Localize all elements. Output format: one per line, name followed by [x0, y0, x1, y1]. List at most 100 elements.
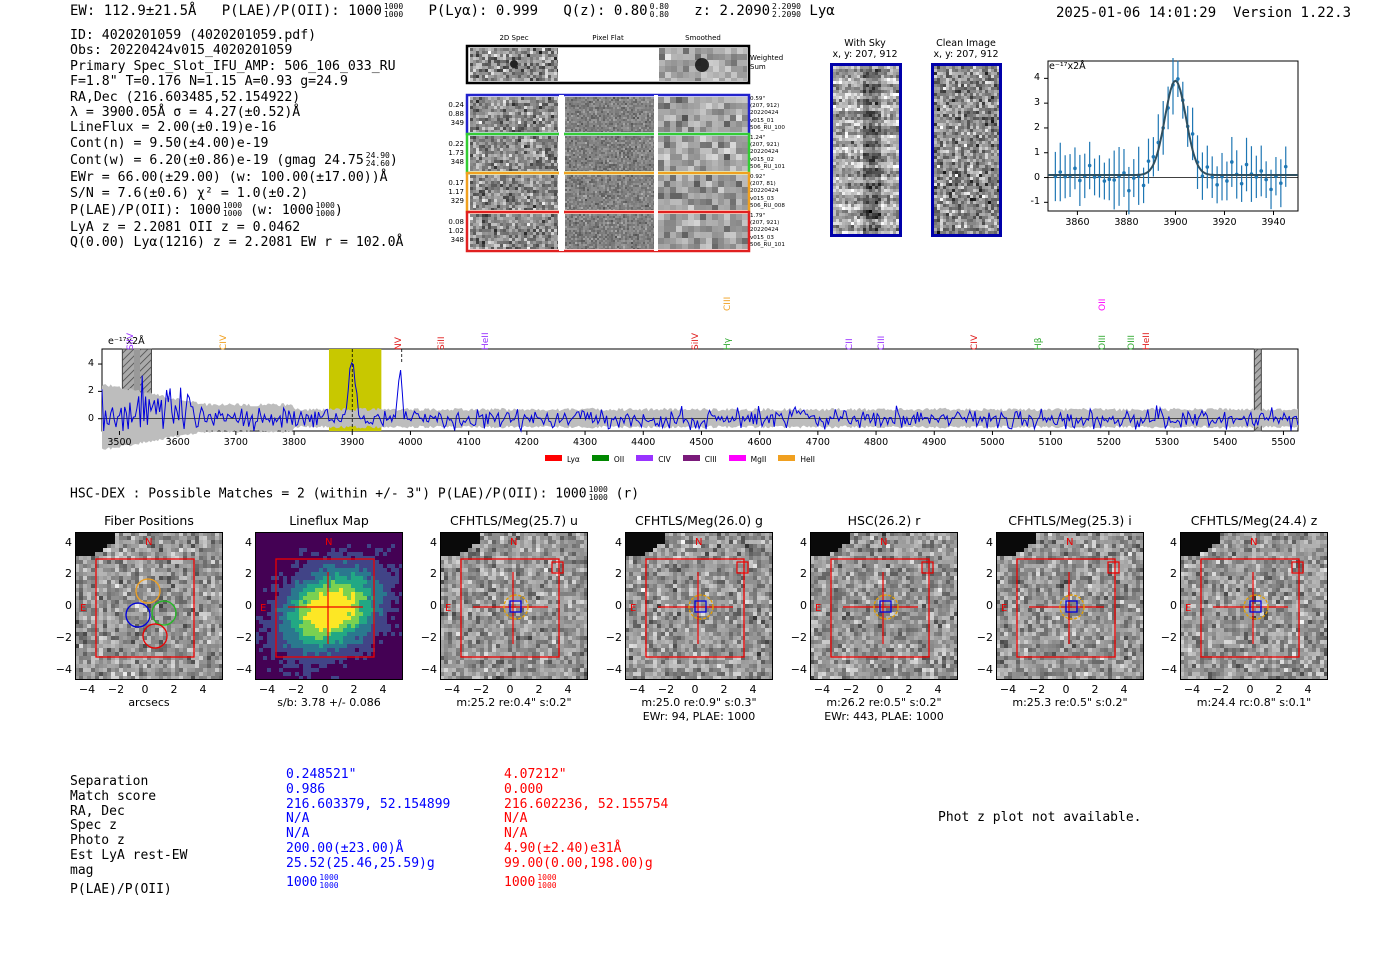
fit-ytick: 3: [1033, 97, 1040, 109]
spec2d-row-1-smoothed: [658, 97, 748, 132]
cutout-xtick: −2: [472, 683, 490, 696]
match-value: 0.986: [286, 781, 326, 797]
spec2d-row-4-2d: [470, 214, 558, 249]
match-box: [694, 600, 707, 613]
spec2d-row-4-frame: [465, 210, 751, 253]
fit-data-point: [1244, 162, 1249, 167]
legend-swatch: [545, 454, 562, 461]
cutout-xtick: 4: [1304, 683, 1312, 696]
spec2d-row-3-meta: 0.92" (207, 81) 20220424 v015_03 506_RU_008: [750, 174, 785, 209]
cutout-xtick: −4: [628, 683, 646, 696]
spectral-line-label: OII: [1098, 298, 1109, 311]
aperture-box: [460, 558, 560, 658]
fit-data-point: [1146, 159, 1151, 163]
match-label: P(LAE)/P(OII): [70, 881, 172, 897]
fit-data-point: [1264, 177, 1268, 182]
cutout-xtick: −2: [107, 683, 125, 696]
cutout-xtick: 0: [141, 683, 149, 696]
fit-ytick: 0: [1033, 171, 1040, 183]
spec2d-row-1-flat: [565, 97, 655, 132]
cutout-title: CFHTLS/Meg(24.4) z: [1190, 513, 1318, 528]
fit-data-point: [1151, 155, 1156, 159]
cutout-title: HSC(26.2) r: [847, 513, 921, 528]
legend-swatch: [591, 454, 609, 461]
cutout-xtick: 2: [170, 683, 178, 696]
spectrum-xtick: 4100: [456, 437, 481, 448]
legend-item: Lyα: [545, 447, 580, 466]
aperture-ellipse: [503, 594, 529, 620]
spec2d-title-flat: Pixel Flat: [592, 34, 624, 42]
fit-data-point: [1127, 188, 1131, 193]
cutout-caption: m:25.3 re:0.5" s:0.2": [1012, 696, 1128, 709]
cutout-panel: Fiber Positions N E −4 −2 0 2 4 4 2 0 −2 −4 arcsecs: [40, 510, 228, 725]
legend-item: MgII: [728, 447, 767, 466]
cutout-ytick: 2: [430, 567, 437, 580]
header-plae-range: 1000 1000: [383, 2, 404, 19]
cutout-ytick: −4: [790, 663, 807, 676]
cutout-ytick: 0: [800, 599, 807, 612]
north-label: N: [695, 537, 702, 548]
line-fit-svg: [1044, 55, 1299, 215]
fiber-circle: [151, 600, 177, 626]
legend-label: CIII: [704, 455, 717, 464]
info-ewr: EWr = 66.00(±29.00) (w: 100.00(±17.00))Å: [70, 170, 388, 186]
spectrum-xtick: 3800: [281, 437, 307, 448]
legend-swatch: [778, 454, 796, 461]
fit-data-point: [1283, 164, 1288, 169]
cutout-ytick: 0: [430, 599, 437, 612]
hsc-title: HSC-DEX : Possible Matches = 2 (within +…: [70, 485, 640, 502]
fiber-circle: [142, 623, 168, 649]
detection-info: ID: 4020201059 (4020201059.pdf) Obs: 202…: [70, 28, 403, 251]
cutout-ytick: 2: [65, 567, 72, 580]
spectral-line-label: HeII: [1141, 332, 1152, 350]
cutout-ytick: 0: [245, 599, 252, 612]
header-timestamp-version: 2025-01-06 14:01:29 Version 1.22.3: [1056, 5, 1351, 21]
east-label: E: [630, 603, 636, 614]
fit-data-point: [1107, 177, 1112, 182]
spec2d-panel: 2D Spec Pixel Flat Smoothed Weighted Sum…: [440, 34, 785, 259]
spec2d-row-2-flat: [565, 136, 655, 171]
cutout-xtick: 4: [749, 683, 757, 696]
aperture-box: [830, 558, 930, 658]
spec2d-row-1-meta: 0.59" (207, 912) 20220424 v015_01 506_RU_100: [750, 96, 785, 131]
aperture-ellipse: [1059, 594, 1085, 620]
cutout-ytick: −2: [790, 631, 807, 644]
aperture-box: [645, 558, 745, 658]
clean-image-coords: x, y: 207, 912: [933, 49, 999, 60]
cutout-title: Fiber Positions: [104, 513, 194, 528]
spectral-line-label: Hβ: [1034, 337, 1044, 350]
full-spectrum-plot: e⁻¹⁷x2Å SiIV CIV NV SiII HeII SiIV CIII Hγ CII CI…: [80, 275, 1310, 465]
fit-data-point: [1078, 178, 1082, 183]
spec2d-row-2-2d: [470, 136, 558, 171]
match-label: Spec z: [70, 818, 117, 834]
spec2d-row-2-meta: 1.24" (207, 921) 20220424 v015_02 506_RU_101: [750, 135, 785, 170]
legend-swatch: [636, 454, 654, 461]
fit-data-point: [1058, 170, 1063, 174]
legend-item: HeII: [778, 447, 815, 466]
spectrum-xtick: 5500: [1271, 437, 1296, 448]
spec2d-row-1-2d: [470, 97, 558, 132]
info-lineflux: LineFlux = 2.00(±0.19)e-16: [70, 120, 277, 136]
fit-data-point: [1190, 132, 1195, 136]
match-value: 216.602236, 52.155754: [504, 796, 669, 812]
legend-label: MgII: [750, 455, 767, 464]
cutout-caption: EWr: 443, PLAE: 1000: [824, 710, 944, 723]
fit-data-point: [1102, 179, 1107, 183]
line-fit-points: [1053, 55, 1288, 215]
spectrum-xtick: 4400: [631, 437, 656, 448]
match-label: Est LyA rest-EW: [70, 847, 188, 863]
info-fparams: F=1.8" T=0.176 N=1.15 A=0.93 g=24.9: [70, 74, 348, 90]
header-plya: P(Lyα): 0.999: [428, 3, 539, 19]
version: Version 1.22.3: [1233, 5, 1352, 21]
cutout-xtick: 4: [199, 683, 207, 696]
cutout-xtick: 0: [506, 683, 514, 696]
match-value: N/A: [286, 811, 310, 827]
header-qz-range: 0.80 0.80: [649, 2, 669, 19]
aperture-box: [1200, 558, 1300, 658]
info-lya-z: LyA z = 2.2081 OII z = 0.0462: [70, 220, 301, 236]
spectrum-xtick: 5100: [1038, 437, 1063, 448]
cutout-xtick: −4: [443, 683, 461, 696]
header-z-range: 2.2090 2.2090: [772, 2, 801, 19]
north-label: N: [325, 537, 332, 548]
cutout-xtick: 2: [720, 683, 728, 696]
